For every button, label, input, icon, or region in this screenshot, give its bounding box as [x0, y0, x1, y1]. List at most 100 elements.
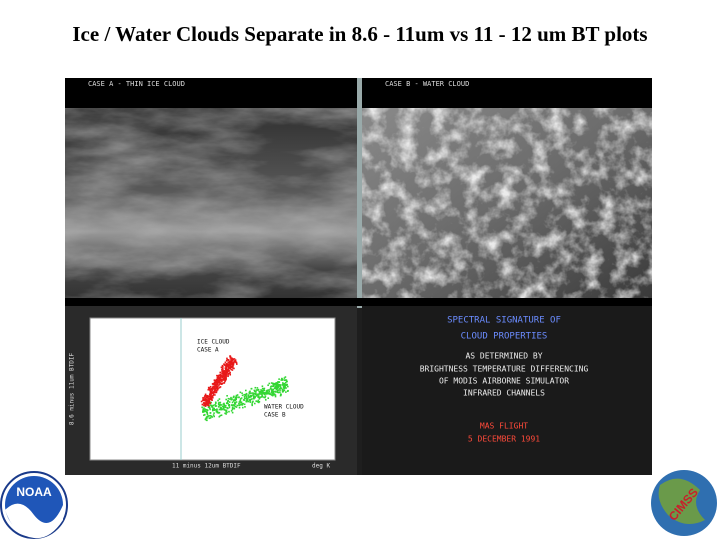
- scatter-dot: [244, 406, 246, 408]
- scatter-dot: [283, 382, 286, 385]
- scatter-dot: [275, 391, 277, 393]
- scatter-dot: [234, 399, 237, 402]
- scatter-dot: [208, 406, 210, 408]
- scatter-dot: [209, 393, 211, 396]
- scatter-dot: [252, 393, 255, 396]
- scatter-dot: [231, 406, 234, 409]
- scatter-dot: [223, 405, 225, 408]
- scatter-dot: [227, 404, 230, 407]
- scatter-dot: [241, 394, 244, 397]
- scatter-dot: [215, 391, 218, 394]
- scatter-dot: [229, 363, 232, 366]
- scatter-dot: [215, 411, 218, 413]
- scatter-dot: [261, 391, 263, 394]
- scatter-dot: [223, 374, 226, 376]
- scatter-dot: [214, 404, 216, 406]
- scatter-dot: [285, 391, 287, 393]
- scatter-dot: [205, 411, 208, 414]
- scatter-dot: [206, 413, 209, 416]
- scatter-dot: [264, 396, 266, 399]
- scatter-dot: [226, 367, 228, 370]
- scatter-dot: [203, 404, 205, 407]
- scatter-dot: [206, 402, 208, 405]
- scatter-dot: [228, 361, 230, 364]
- scatter-dot: [283, 387, 286, 390]
- scatter-dot: [225, 369, 227, 372]
- scatter-dot: [224, 412, 226, 415]
- scatter-dot: [209, 385, 212, 388]
- cloud-texture: [362, 108, 652, 298]
- scatter-dot: [243, 393, 246, 396]
- scatter-dot: [263, 387, 266, 390]
- scatter-dot: [231, 411, 234, 414]
- scatter-dot: [203, 414, 205, 416]
- scatter-dot: [229, 372, 231, 374]
- scatter-dot: [210, 391, 213, 393]
- scatter-dot: [285, 380, 288, 383]
- scatter-dot: [220, 383, 223, 385]
- scatter-dot: [217, 406, 220, 408]
- scatter-dot: [210, 393, 213, 395]
- noaa-logo: NOAA: [0, 471, 68, 539]
- scatter-dot: [269, 393, 271, 395]
- scatter-dot: [213, 381, 216, 384]
- scatter-dot: [205, 416, 208, 418]
- scatter-dot: [281, 389, 284, 391]
- scatter-dot: [206, 401, 209, 404]
- scatter-dot: [225, 373, 228, 376]
- cimss-logo: CIMSS: [651, 470, 717, 536]
- scatter-dot: [206, 399, 209, 402]
- scatter-dot: [274, 382, 276, 385]
- caption-heading: CLOUD PROPERTIES: [461, 332, 548, 342]
- scatter-dot: [216, 410, 219, 413]
- scatter-dot: [213, 415, 215, 418]
- scatter-dot: [252, 395, 255, 397]
- scatter-dot: [216, 408, 218, 411]
- scatter-dot: [263, 389, 265, 392]
- scatter-dot: [205, 417, 207, 420]
- scatter-dot: [274, 390, 276, 393]
- scatter-dot: [214, 394, 216, 396]
- scatter-dot: [228, 410, 230, 413]
- scatter-dot: [204, 410, 207, 412]
- scatter-dot: [217, 412, 220, 414]
- scatter-dot: [243, 397, 246, 400]
- scatter-dot: [222, 369, 224, 371]
- scatter-dot: [207, 395, 210, 398]
- scatter-dot: [223, 363, 225, 365]
- scatter-dot: [232, 365, 234, 368]
- scatter-dot: [219, 373, 222, 376]
- scatter-dot: [228, 406, 231, 409]
- scatter-dot: [224, 365, 227, 367]
- scatter-dot: [225, 377, 227, 379]
- scatter-dot: [211, 392, 214, 394]
- scatter-dot: [284, 379, 287, 381]
- scatter-dot: [270, 382, 273, 384]
- scatter-dot: [221, 380, 223, 383]
- scatter-dot: [279, 391, 281, 394]
- scatter-dot: [220, 414, 223, 417]
- scatter-dot: [218, 380, 221, 382]
- scatter-dot: [227, 402, 229, 405]
- scatter-dot: [233, 407, 236, 410]
- scatter-dot: [211, 405, 213, 408]
- caption-flight: 5 DECEMBER 1991: [468, 435, 540, 444]
- scatter-dot: [259, 393, 262, 395]
- scatter-dot: [254, 393, 257, 396]
- scatter-dot: [219, 383, 221, 385]
- scatter-dot: [253, 402, 256, 405]
- scatter-dot: [228, 367, 230, 369]
- scatter-dot: [200, 400, 203, 403]
- scatter-dot: [227, 397, 230, 400]
- scatter-dot: [226, 359, 229, 361]
- scatter-dot: [241, 392, 243, 395]
- scatter-dot: [214, 389, 217, 392]
- scatter-dot: [208, 404, 210, 407]
- scatter-dot: [281, 383, 284, 386]
- scatter-dot: [229, 366, 231, 369]
- scatter-dot: [243, 395, 246, 398]
- scatter-dot: [241, 403, 244, 405]
- caption-text: AS DETERMINED BY: [465, 352, 542, 361]
- scatter-dot: [236, 404, 239, 407]
